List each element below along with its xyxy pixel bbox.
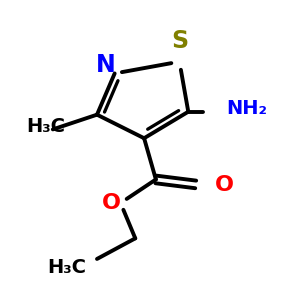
Text: O: O	[102, 193, 121, 213]
Text: N: N	[96, 52, 116, 76]
Text: S: S	[171, 29, 188, 53]
Text: H₃C: H₃C	[26, 117, 65, 136]
Text: H₃C: H₃C	[47, 258, 86, 277]
Text: O: O	[215, 175, 234, 195]
Text: NH₂: NH₂	[226, 99, 268, 118]
